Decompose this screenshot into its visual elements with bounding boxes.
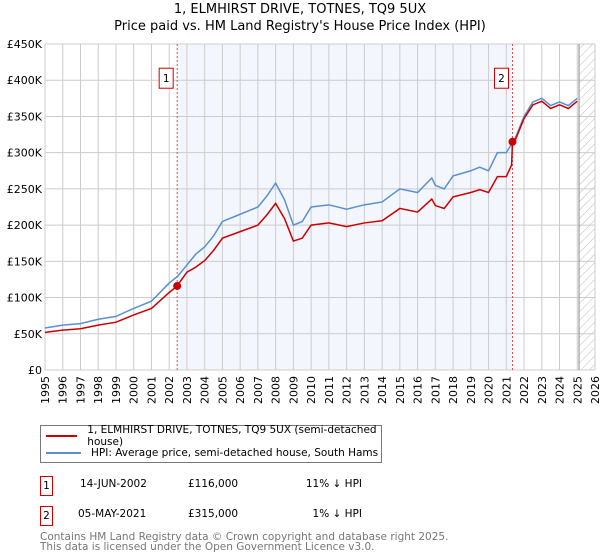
legend-swatch-red [46,435,78,437]
sale-hpi-diff: 1% ↓ HPI [312,508,362,520]
x-tick-label: 2000 [128,376,141,404]
y-tick-label: £350K [7,110,43,123]
x-tick-label: 2004 [199,376,212,404]
sale-price: £116,000 [188,478,239,490]
y-tick-label: £400K [7,74,43,87]
x-tick-label: 2005 [216,376,229,404]
legend-swatch-blue [46,452,81,454]
shaded-period [177,44,513,370]
x-tick-label: 2020 [483,376,496,404]
sale-marker-box [158,67,174,89]
sale-marker-box [494,67,509,89]
x-tick-label: 1999 [110,376,123,404]
x-tick-label: 1997 [74,376,87,404]
sale-point [173,281,182,290]
y-tick-label: £150K [7,255,43,268]
x-tick-label: 2026 [589,376,600,404]
footer: Contains HM Land Registry data © Crown c… [40,531,449,553]
x-tick-label: 2001 [145,376,158,404]
sale-date: 14-JUN-2002 [80,478,147,490]
sale-marker-label: 1 [163,73,170,85]
x-tick-label: 2003 [181,376,194,404]
x-tick-label: 2006 [234,376,247,404]
x-tick-label: 2022 [518,376,531,404]
legend-item-property: 1, ELMHIRST DRIVE, TOTNES, TQ9 5UX (semi… [46,424,381,448]
legend: 1, ELMHIRST DRIVE, TOTNES, TQ9 5UX (semi… [40,424,382,463]
sale-price: £315,000 [188,508,239,520]
x-tick-label: 2023 [536,376,549,404]
x-tick-label: 2019 [465,376,478,404]
legend-item-hpi: HPI: Average price, semi-detached house,… [46,445,378,461]
sale-marker-label: 2 [498,73,505,85]
x-tick-label: 2002 [163,376,176,404]
x-tick-label: 2014 [376,376,389,404]
footer-line-2: This data is licensed under the Open Gov… [40,541,375,553]
y-tick-label: £100K [7,292,43,305]
x-tick-label: 2016 [412,376,425,404]
x-tick-label: 2025 [571,376,584,404]
x-tick-label: 2015 [394,376,407,404]
x-tick-label: 2024 [554,376,567,404]
sale-marker-label: 2 [40,506,53,526]
x-tick-label: 2011 [323,376,336,404]
sale-hpi-diff: 11% ↓ HPI [305,478,362,490]
sale-row-2: 2 05-MAY-2021 £315,000 1% ↓ HPI [40,506,440,526]
legend-label: 1, ELMHIRST DRIVE, TOTNES, TQ9 5UX (semi… [87,424,377,448]
y-tick-label: £200K [7,219,43,232]
x-tick-label: 2018 [447,376,460,404]
y-tick-label: £0 [28,364,42,377]
y-tick-label: £50K [14,328,43,341]
y-tick-label: £300K [7,147,43,160]
chart-title: 1, ELMHIRST DRIVE, TOTNES, TQ9 5UX [173,2,427,17]
x-tick-label: 2010 [305,376,318,404]
sale-marker-label: 1 [40,476,53,496]
y-tick-label: £250K [7,183,43,196]
legend-label: HPI: Average price, semi-detached house,… [91,447,379,459]
x-tick-label: 1998 [92,376,105,404]
x-tick-label: 2017 [429,376,442,404]
chart-subtitle: Price paid vs. HM Land Registry's House … [114,19,486,34]
x-tick-label: 1995 [39,376,52,404]
x-tick-label: 1996 [57,376,70,404]
footer-line-1: Contains HM Land Registry data © Crown c… [40,531,449,543]
x-tick-label: 2021 [500,376,513,404]
y-tick-label: £450K [7,38,43,51]
sale-point [508,137,517,146]
x-tick-label: 2008 [270,376,283,404]
sale-date: 05-MAY-2021 [78,508,147,520]
x-tick-label: 2013 [358,376,371,404]
x-tick-label: 2007 [252,376,265,404]
x-tick-label: 2009 [287,376,300,404]
x-tick-label: 2012 [341,376,354,404]
plot-area: 1995 1996 1997 1998 1999 2000 2001 2002 2003 2004… [7,38,600,404]
sale-row-1: 1 14-JUN-2002 £116,000 11% ↓ HPI [40,476,440,496]
forecast-hatch [579,44,595,370]
